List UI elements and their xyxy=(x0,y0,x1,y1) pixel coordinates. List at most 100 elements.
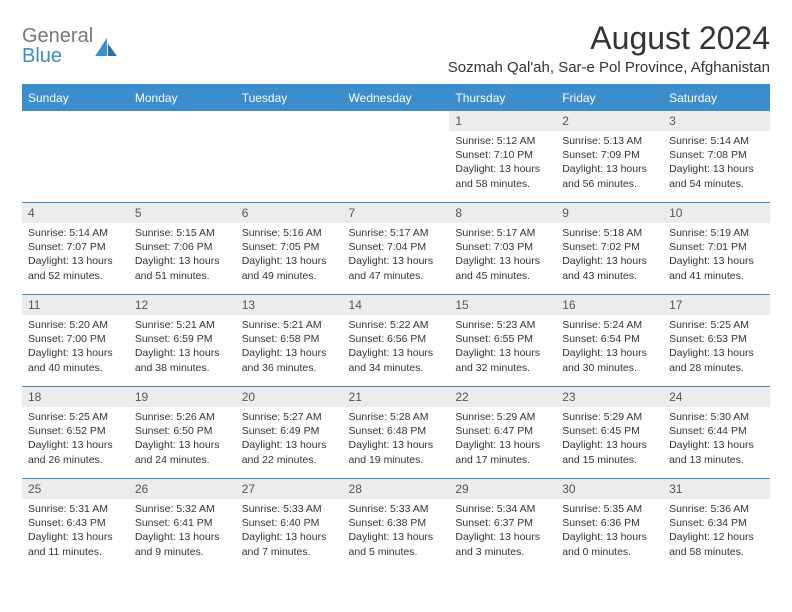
weekday-header: Friday xyxy=(556,85,663,111)
brand-triangle-icon xyxy=(95,38,117,56)
weekday-header: Sunday xyxy=(22,85,129,111)
sunset-line: Sunset: 7:01 PM xyxy=(669,241,747,253)
sunset-line: Sunset: 6:54 PM xyxy=(562,333,640,345)
day-number: 25 xyxy=(22,479,129,499)
calendar-day-cell: 19Sunrise: 5:26 AMSunset: 6:50 PMDayligh… xyxy=(129,387,236,479)
page-title: August 2024 xyxy=(448,20,770,57)
sunset-line: Sunset: 6:38 PM xyxy=(349,517,427,529)
calendar-day-cell: 7Sunrise: 5:17 AMSunset: 7:04 PMDaylight… xyxy=(343,203,450,295)
sunset-line: Sunset: 6:52 PM xyxy=(28,425,106,437)
weekday-header: Thursday xyxy=(449,85,556,111)
calendar-day-cell: 29Sunrise: 5:34 AMSunset: 6:37 PMDayligh… xyxy=(449,479,556,571)
daylight-line: Daylight: 13 hours and 0 minutes. xyxy=(562,531,647,557)
calendar-day-cell: 12Sunrise: 5:21 AMSunset: 6:59 PMDayligh… xyxy=(129,295,236,387)
sunrise-line: Sunrise: 5:21 AM xyxy=(242,319,322,331)
calendar-day-cell: 27Sunrise: 5:33 AMSunset: 6:40 PMDayligh… xyxy=(236,479,343,571)
calendar-day-cell: 6Sunrise: 5:16 AMSunset: 7:05 PMDaylight… xyxy=(236,203,343,295)
day-number: 17 xyxy=(663,295,770,315)
daylight-line: Daylight: 13 hours and 36 minutes. xyxy=(242,347,327,373)
sunrise-line: Sunrise: 5:22 AM xyxy=(349,319,429,331)
day-details: Sunrise: 5:27 AMSunset: 6:49 PMDaylight:… xyxy=(236,407,343,471)
day-details: Sunrise: 5:33 AMSunset: 6:40 PMDaylight:… xyxy=(236,499,343,563)
sunrise-line: Sunrise: 5:31 AM xyxy=(28,503,108,515)
day-number: 5 xyxy=(129,203,236,223)
day-details: Sunrise: 5:13 AMSunset: 7:09 PMDaylight:… xyxy=(556,131,663,195)
day-details: Sunrise: 5:23 AMSunset: 6:55 PMDaylight:… xyxy=(449,315,556,379)
brand-line1: General xyxy=(22,26,93,46)
sunset-line: Sunset: 7:04 PM xyxy=(349,241,427,253)
calendar-day-cell xyxy=(22,111,129,203)
calendar-week-row: 4Sunrise: 5:14 AMSunset: 7:07 PMDaylight… xyxy=(22,203,770,295)
day-number: 22 xyxy=(449,387,556,407)
calendar-day-cell: 31Sunrise: 5:36 AMSunset: 6:34 PMDayligh… xyxy=(663,479,770,571)
day-number: 28 xyxy=(343,479,450,499)
day-details: Sunrise: 5:25 AMSunset: 6:52 PMDaylight:… xyxy=(22,407,129,471)
day-details: Sunrise: 5:25 AMSunset: 6:53 PMDaylight:… xyxy=(663,315,770,379)
sunset-line: Sunset: 6:37 PM xyxy=(455,517,533,529)
calendar-table: SundayMondayTuesdayWednesdayThursdayFrid… xyxy=(22,84,770,571)
day-number: 7 xyxy=(343,203,450,223)
header: General Blue August 2024 Sozmah Qal'ah, … xyxy=(22,20,770,76)
calendar-day-cell: 14Sunrise: 5:22 AMSunset: 6:56 PMDayligh… xyxy=(343,295,450,387)
day-number: 24 xyxy=(663,387,770,407)
calendar-day-cell xyxy=(236,111,343,203)
sunset-line: Sunset: 7:02 PM xyxy=(562,241,640,253)
sunset-line: Sunset: 6:49 PM xyxy=(242,425,320,437)
sunrise-line: Sunrise: 5:25 AM xyxy=(669,319,749,331)
sunrise-line: Sunrise: 5:26 AM xyxy=(135,411,215,423)
day-details: Sunrise: 5:19 AMSunset: 7:01 PMDaylight:… xyxy=(663,223,770,287)
sunrise-line: Sunrise: 5:20 AM xyxy=(28,319,108,331)
daylight-line: Daylight: 13 hours and 9 minutes. xyxy=(135,531,220,557)
calendar-header-row: SundayMondayTuesdayWednesdayThursdayFrid… xyxy=(22,85,770,111)
day-number: 23 xyxy=(556,387,663,407)
sunrise-line: Sunrise: 5:32 AM xyxy=(135,503,215,515)
day-number: 30 xyxy=(556,479,663,499)
sunrise-line: Sunrise: 5:14 AM xyxy=(669,135,749,147)
day-number: 15 xyxy=(449,295,556,315)
calendar-day-cell: 3Sunrise: 5:14 AMSunset: 7:08 PMDaylight… xyxy=(663,111,770,203)
day-details: Sunrise: 5:34 AMSunset: 6:37 PMDaylight:… xyxy=(449,499,556,563)
calendar-week-row: 18Sunrise: 5:25 AMSunset: 6:52 PMDayligh… xyxy=(22,387,770,479)
daylight-line: Daylight: 13 hours and 45 minutes. xyxy=(455,255,540,281)
sunrise-line: Sunrise: 5:35 AM xyxy=(562,503,642,515)
weekday-header: Saturday xyxy=(663,85,770,111)
daylight-line: Daylight: 13 hours and 13 minutes. xyxy=(669,439,754,465)
sunrise-line: Sunrise: 5:30 AM xyxy=(669,411,749,423)
daylight-line: Daylight: 13 hours and 58 minutes. xyxy=(455,163,540,189)
calendar-day-cell: 15Sunrise: 5:23 AMSunset: 6:55 PMDayligh… xyxy=(449,295,556,387)
calendar-day-cell: 21Sunrise: 5:28 AMSunset: 6:48 PMDayligh… xyxy=(343,387,450,479)
sunrise-line: Sunrise: 5:14 AM xyxy=(28,227,108,239)
calendar-week-row: 1Sunrise: 5:12 AMSunset: 7:10 PMDaylight… xyxy=(22,111,770,203)
daylight-line: Daylight: 13 hours and 54 minutes. xyxy=(669,163,754,189)
sunset-line: Sunset: 6:43 PM xyxy=(28,517,106,529)
sunrise-line: Sunrise: 5:18 AM xyxy=(562,227,642,239)
day-number: 8 xyxy=(449,203,556,223)
sunrise-line: Sunrise: 5:36 AM xyxy=(669,503,749,515)
daylight-line: Daylight: 13 hours and 3 minutes. xyxy=(455,531,540,557)
daylight-line: Daylight: 13 hours and 38 minutes. xyxy=(135,347,220,373)
weekday-header: Monday xyxy=(129,85,236,111)
day-number: 19 xyxy=(129,387,236,407)
sunrise-line: Sunrise: 5:17 AM xyxy=(455,227,535,239)
sunrise-line: Sunrise: 5:12 AM xyxy=(455,135,535,147)
sunset-line: Sunset: 7:03 PM xyxy=(455,241,533,253)
day-details: Sunrise: 5:29 AMSunset: 6:45 PMDaylight:… xyxy=(556,407,663,471)
daylight-line: Daylight: 13 hours and 43 minutes. xyxy=(562,255,647,281)
day-number: 26 xyxy=(129,479,236,499)
calendar-day-cell: 2Sunrise: 5:13 AMSunset: 7:09 PMDaylight… xyxy=(556,111,663,203)
daylight-line: Daylight: 13 hours and 47 minutes. xyxy=(349,255,434,281)
sunrise-line: Sunrise: 5:15 AM xyxy=(135,227,215,239)
day-number: 2 xyxy=(556,111,663,131)
day-details: Sunrise: 5:14 AMSunset: 7:07 PMDaylight:… xyxy=(22,223,129,287)
day-number: 20 xyxy=(236,387,343,407)
daylight-line: Daylight: 13 hours and 40 minutes. xyxy=(28,347,113,373)
sunset-line: Sunset: 6:55 PM xyxy=(455,333,533,345)
day-details: Sunrise: 5:16 AMSunset: 7:05 PMDaylight:… xyxy=(236,223,343,287)
sunset-line: Sunset: 6:44 PM xyxy=(669,425,747,437)
daylight-line: Daylight: 13 hours and 26 minutes. xyxy=(28,439,113,465)
day-details: Sunrise: 5:32 AMSunset: 6:41 PMDaylight:… xyxy=(129,499,236,563)
calendar-day-cell: 25Sunrise: 5:31 AMSunset: 6:43 PMDayligh… xyxy=(22,479,129,571)
sunset-line: Sunset: 6:58 PM xyxy=(242,333,320,345)
sunset-line: Sunset: 6:45 PM xyxy=(562,425,640,437)
calendar-day-cell: 10Sunrise: 5:19 AMSunset: 7:01 PMDayligh… xyxy=(663,203,770,295)
